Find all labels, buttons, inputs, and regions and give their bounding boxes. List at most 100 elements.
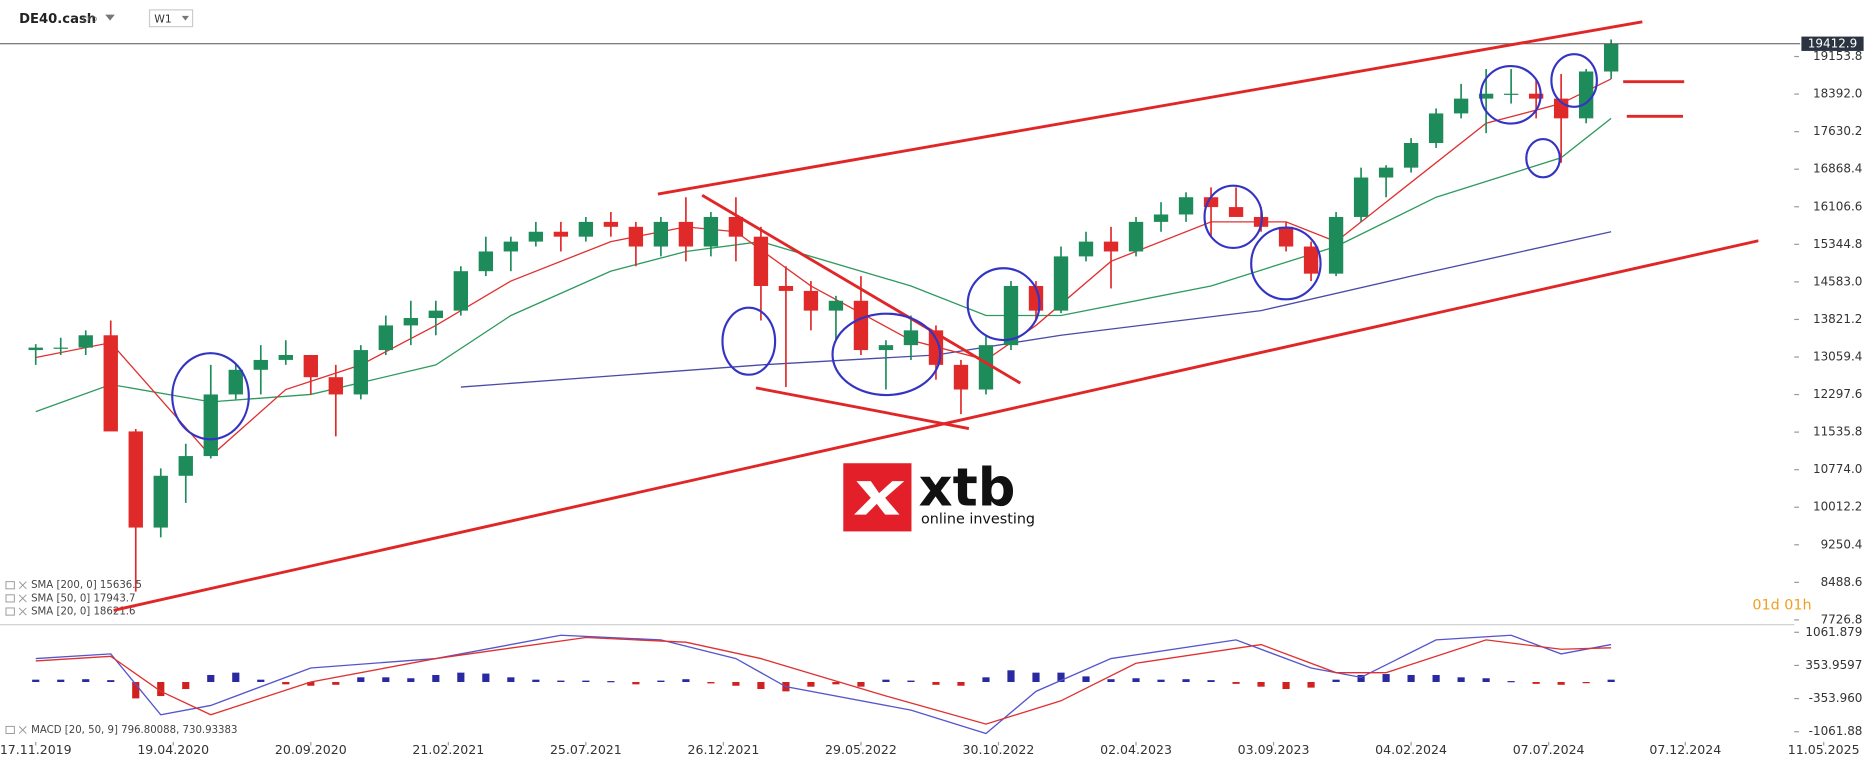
last-price-tag — [1801, 36, 1864, 51]
candle-body — [353, 350, 368, 395]
macd-histogram-bar — [1532, 682, 1540, 684]
macd-histogram-bar — [307, 682, 315, 686]
macd-histogram-bar — [707, 682, 715, 684]
candle-body — [1153, 214, 1169, 222]
legend-label: SMA [200, 0] 15636.5 — [31, 580, 142, 591]
timeframe[interactable]: W1 — [154, 12, 171, 25]
macd-histogram-bar — [1032, 672, 1040, 683]
candle-body — [1278, 226, 1294, 247]
candle-body — [178, 456, 193, 476]
candle-body — [553, 231, 569, 237]
highlight-circle — [1479, 65, 1542, 125]
candle-body — [53, 347, 68, 349]
macd-legend-label: MACD [20, 50, 9] 796.80088, 730.93383 — [31, 725, 237, 736]
timeframe-box[interactable] — [148, 9, 194, 28]
timeframe-dropdown[interactable] — [181, 15, 189, 21]
candle-body — [1353, 177, 1369, 217]
macd-histogram-bar — [632, 682, 640, 685]
candle-body — [1478, 93, 1494, 99]
candle-body — [1178, 197, 1194, 215]
annotations — [113, 20, 1759, 612]
macd-histogram-bar — [532, 679, 540, 683]
x-tick-label: 02.04.2023 — [1100, 742, 1172, 757]
y-tick-label: 11535.8 — [1813, 425, 1862, 439]
macd-histogram-bar — [107, 680, 115, 683]
candle-body — [828, 300, 844, 311]
highlight-circle — [966, 267, 1041, 342]
x-tick-label: 26.12.2021 — [687, 742, 759, 757]
y-tick-label: -353.960 — [1809, 691, 1863, 705]
symbol[interactable]: DE40.cash — [19, 12, 96, 27]
macd-histogram-bar — [1232, 682, 1240, 684]
macd-histogram-bar — [832, 682, 840, 685]
candle-body — [1128, 221, 1144, 252]
macd-histogram-bar — [1382, 674, 1390, 683]
macd-histogram-bar — [357, 677, 365, 683]
x-tick-label: 07.12.2024 — [1649, 742, 1721, 757]
x-tick-label: 19.04.2020 — [137, 742, 209, 757]
macd-histogram-bar — [882, 679, 890, 683]
candle-body — [903, 330, 919, 346]
x-tick-label: 17.11.2019 — [0, 742, 72, 757]
macd-histogram-bar — [907, 680, 915, 683]
candle-body — [1103, 241, 1119, 252]
candle-body — [453, 271, 469, 311]
macd-histogram-bar — [1257, 682, 1265, 687]
candle-body — [778, 285, 794, 291]
candle-body — [953, 364, 969, 390]
x-tick-label: 25.07.2021 — [550, 742, 622, 757]
x-tick-label: 03.09.2023 — [1238, 742, 1310, 757]
macd-histogram-bar — [657, 680, 665, 683]
candle-body — [203, 394, 218, 457]
logo-x — [854, 481, 905, 515]
legend-remove — [18, 581, 27, 590]
y-tick-label: 18392.0 — [1813, 87, 1862, 101]
x-tick-label: 20.09.2020 — [275, 742, 347, 757]
candle-body — [403, 318, 419, 326]
macd-histogram-bar — [82, 679, 90, 683]
candle-body — [78, 335, 93, 348]
macd-histogram-bar — [682, 679, 690, 683]
macd-line — [35, 636, 1612, 725]
candle-body — [1328, 216, 1344, 274]
y-tick-label: -1061.88 — [1809, 724, 1863, 738]
candle-body — [103, 335, 118, 432]
candle-body — [528, 231, 544, 242]
macd-histogram-bar — [1607, 679, 1615, 683]
candle-body — [303, 355, 318, 378]
candle-body — [1603, 43, 1619, 72]
candle-body — [1578, 71, 1594, 119]
x-tick-label: 29.05.2022 — [825, 742, 897, 757]
macd-histogram-bar — [982, 677, 990, 683]
candle-body — [228, 369, 243, 395]
legend-icon — [5, 725, 15, 735]
highlight-circle — [721, 306, 777, 376]
candle-body — [1453, 98, 1469, 114]
macd-histogram-bar — [507, 677, 515, 683]
wedge-lower-line — [755, 386, 970, 430]
candle-body — [1503, 93, 1519, 95]
macd-histogram-bar — [957, 682, 965, 686]
candle-body — [978, 345, 994, 390]
macd-histogram-bar — [1107, 679, 1115, 683]
macd-histogram-bar — [1482, 678, 1490, 683]
macd-histogram-bar — [207, 674, 215, 683]
macd-histogram-bar — [1082, 676, 1090, 683]
wedge-upper-line — [701, 194, 1022, 385]
macd-histogram-bar — [182, 682, 190, 690]
macd-histogram-bar — [407, 678, 415, 683]
macd-histogram-bar — [1507, 681, 1515, 683]
macd-histogram-bar — [1332, 679, 1340, 683]
macd-histogram-bar — [1432, 674, 1440, 683]
candle-body — [1003, 285, 1019, 346]
y-tick-label: 19153.8 — [1813, 49, 1862, 63]
symbol-dropdown[interactable] — [105, 14, 115, 21]
candle-body — [703, 216, 719, 247]
macd-histogram-bar — [1307, 682, 1315, 688]
highlight-circle — [171, 352, 250, 441]
legend-icon — [5, 594, 15, 603]
marks: 19153.8 18392.0 17630.2 16868.4 16106.6 15344… — [0, 36, 1864, 757]
macd-histogram-bar — [1057, 672, 1065, 683]
candle-body — [378, 325, 393, 351]
